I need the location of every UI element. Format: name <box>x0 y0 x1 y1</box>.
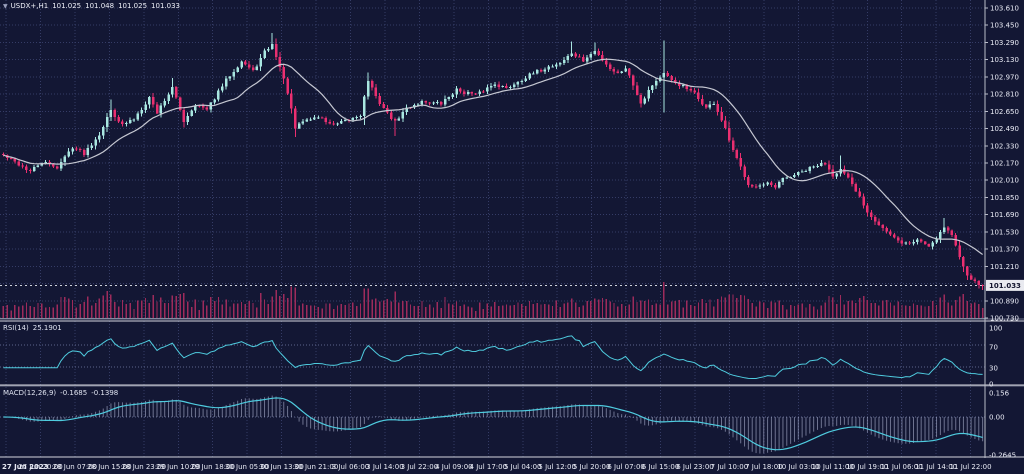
time-label: 30 Jun 13:00 <box>259 463 303 471</box>
price-tick-label: 102.650 <box>990 108 1019 116</box>
rsi-value: 25.1901 <box>32 324 62 332</box>
price-tick-label: 101.690 <box>990 211 1019 219</box>
macd-main-value: -0.1685 <box>60 389 88 397</box>
rsi-axis-label: 30 <box>989 365 998 373</box>
time-label: 11 Jul 06:00 <box>881 463 923 471</box>
rsi-name: RSI(14) <box>3 324 29 332</box>
current-price-badge-value: 101.033 <box>989 282 1021 290</box>
price-tick-label: 101.530 <box>990 228 1019 236</box>
time-label: 10 Jul 19:00 <box>846 463 888 471</box>
macd-axis-max-label: 0.156 <box>989 390 1010 398</box>
price-tick-label: 103.290 <box>990 39 1019 47</box>
time-label: 5 Jul 20:00 <box>573 463 611 471</box>
time-label: 4 Jul 09:00 <box>435 463 473 471</box>
price-tick-label: 103.610 <box>990 5 1019 13</box>
price-axis[interactable]: 103.610 103.450 103.290 103.130 102.970 102.8… <box>984 0 1019 460</box>
price-tick-label: 100.890 <box>990 297 1019 305</box>
indicator-level-lines <box>0 344 985 418</box>
ohlc-low: 101.025 <box>118 2 148 10</box>
price-tick-label: 102.010 <box>990 177 1019 185</box>
time-label: 7 Jul 18:00 <box>745 463 783 471</box>
rsi-axis-label: 100 <box>989 325 1002 333</box>
symbol-period-label: USDX+,H1 <box>10 2 49 10</box>
price-tick-label: 102.170 <box>990 160 1019 168</box>
time-label: 27 Jun 20:00 <box>18 463 62 471</box>
time-label: 30 Jun 21:00 <box>294 463 338 471</box>
candlestick-series <box>2 32 984 291</box>
time-label: 28 Jun 07:00 <box>53 463 97 471</box>
time-label: 5 Jul 04:00 <box>504 463 542 471</box>
price-tick-label: 102.330 <box>990 142 1019 150</box>
time-label: 3 Jul 06:00 <box>332 463 370 471</box>
time-label: 30 Jun 05:00 <box>225 463 269 471</box>
price-tick-label: 102.970 <box>990 73 1019 81</box>
price-tick-label: 101.210 <box>990 263 1019 271</box>
time-label: 3 Jul 14:00 <box>366 463 404 471</box>
time-label: 29 Jun 10:00 <box>156 463 200 471</box>
macd-panel-graphics <box>3 395 984 454</box>
time-label: 29 Jun 18:00 <box>190 463 234 471</box>
rsi-line <box>3 335 983 379</box>
time-label: 6 Jul 15:00 <box>642 463 680 471</box>
price-tick-label: 101.370 <box>990 246 1019 254</box>
chart-title: ▼ USDX+,H1 101.025 101.048 101.025 101.033 <box>3 2 184 11</box>
time-label: 10 Jul 11:00 <box>812 463 854 471</box>
time-label: 11 Jul 22:00 <box>950 463 992 471</box>
macd-axis-zero-label: 0.00 <box>989 414 1005 422</box>
time-label: 11 Jul 14:00 <box>915 463 957 471</box>
ohlc-close: 101.033 <box>151 2 180 10</box>
time-label: 27 Jun 2023 <box>2 463 49 471</box>
rsi-axis-label: 70 <box>989 344 998 352</box>
rsi-label: RSI(14) 25.1901 <box>3 324 66 332</box>
price-tick-label: 103.450 <box>990 22 1019 30</box>
time-label: 3 Jul 22:00 <box>401 463 439 471</box>
time-label: 10 Jul 03:00 <box>777 463 819 471</box>
current-price-badge: 101.033 <box>986 279 1024 291</box>
price-tick-label: 102.490 <box>990 125 1019 133</box>
dropdown-triangle-icon[interactable]: ▼ <box>3 3 8 10</box>
rsi-axis-label: 0 <box>989 381 993 389</box>
price-tick-label: 102.810 <box>990 91 1019 99</box>
time-label: 6 Jul 23:00 <box>676 463 714 471</box>
grid-lines <box>0 0 985 457</box>
ohlc-high: 101.048 <box>85 2 115 10</box>
time-label: 5 Jul 12:00 <box>538 463 576 471</box>
moving-average-line <box>3 58 983 255</box>
price-tick-label: 100.730 <box>990 315 1019 323</box>
volume-histogram <box>0 282 985 319</box>
panel-splitters[interactable] <box>0 318 1024 458</box>
price-tick-label: 101.850 <box>990 194 1019 202</box>
time-label: 7 Jul 10:00 <box>711 463 749 471</box>
macd-axis-min-label: -0.2645 <box>989 452 1016 460</box>
price-tick-label: 103.130 <box>990 56 1019 64</box>
macd-label: MACD(12,26,9) -0.1685 -0.1398 <box>3 389 122 397</box>
macd-name: MACD(12,26,9) <box>3 389 57 397</box>
time-label: 28 Jun 23:00 <box>122 463 166 471</box>
time-label: 6 Jul 07:00 <box>607 463 645 471</box>
macd-signal-value: -0.1398 <box>91 389 119 397</box>
ohlc-open: 101.025 <box>52 2 82 10</box>
time-label: 28 Jun 15:00 <box>87 463 131 471</box>
time-label: 4 Jul 17:00 <box>470 463 508 471</box>
